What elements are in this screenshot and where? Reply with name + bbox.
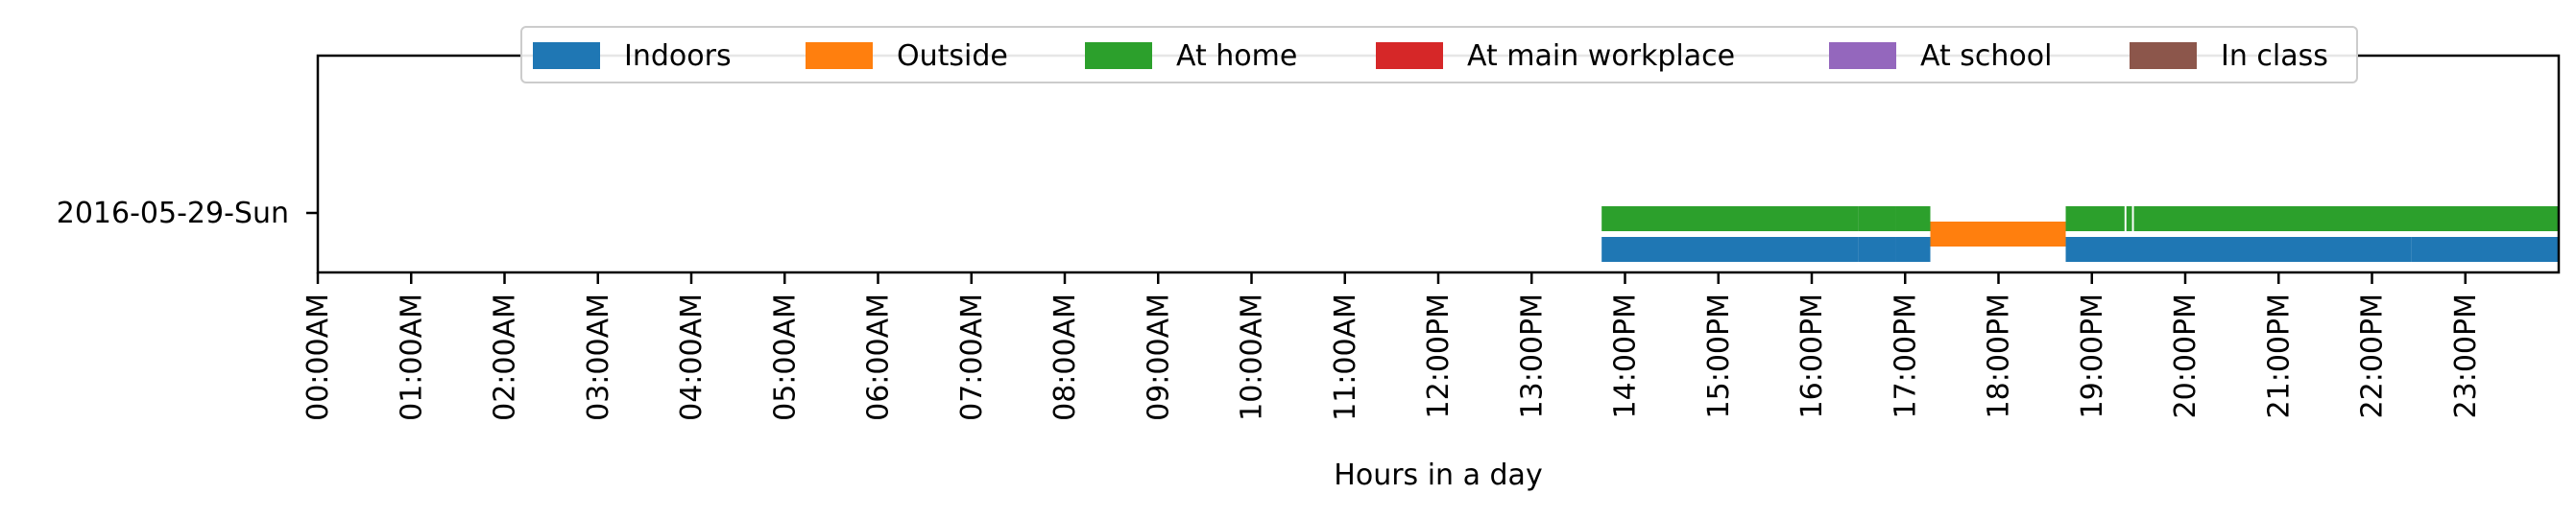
axes: 2016-05-29-Sun 00:00AM 01:00AM 02:00AM 03:00… (57, 54, 2561, 421)
x-tick-label: 18:00PM (1983, 294, 2016, 418)
x-tick-label: 21:00PM (2262, 294, 2296, 418)
legend-swatch-outside (806, 42, 873, 69)
x-tick-label: 01:00AM (395, 294, 428, 421)
legend-swatch-at-school (1829, 42, 1896, 69)
bar-outside-0 (1930, 222, 2066, 247)
legend-swatch-indoors (533, 42, 600, 69)
legend-label-indoors: Indoors (624, 39, 732, 73)
legend-label-at-home: At home (1176, 39, 1297, 73)
x-tick-label: 15:00PM (1702, 294, 1736, 418)
bar-indoors-0 (1601, 237, 1859, 262)
x-axis-title: Hours in a day (1334, 459, 1542, 492)
bar-at-home-4 (2126, 206, 2132, 231)
x-tick-label: 22:00PM (2356, 294, 2390, 418)
x-tick-label: 20:00PM (2169, 294, 2203, 418)
bar-at-home-1 (1858, 206, 1896, 231)
x-tick-label: 17:00PM (1889, 294, 1922, 418)
bar-indoors-1 (1858, 237, 1896, 262)
x-tick-label: 03:00AM (582, 294, 615, 421)
legend: Indoors Outside At home At main workplace At… (520, 26, 2358, 83)
legend-swatch-in-class (2130, 42, 2197, 69)
legend-label-in-class: In class (2221, 39, 2328, 73)
x-tick-label: 12:00PM (1422, 294, 1456, 418)
x-tick-label: 08:00AM (1048, 294, 1082, 421)
x-tick-label: 10:00AM (1236, 294, 1269, 421)
x-tick-label: 19:00PM (2076, 294, 2109, 418)
x-tick-label: 07:00AM (955, 294, 989, 421)
x-tick-label: 14:00PM (1609, 294, 1643, 418)
bar-at-home-5 (2133, 206, 2559, 231)
x-tick-label: 16:00PM (1795, 294, 1829, 418)
bar-at-home-3 (2065, 206, 2125, 231)
x-tick-label: 11:00AM (1329, 294, 1362, 421)
activity-bars (1601, 206, 2559, 262)
legend-label-at-main-workplace: At main workplace (1467, 39, 1735, 73)
legend-swatch-at-main-workplace (1376, 42, 1443, 69)
x-tick-label: 06:00AM (862, 294, 896, 421)
bar-at-home-2 (1895, 206, 1931, 231)
x-tick-label: 09:00AM (1142, 294, 1175, 421)
x-tick-label: 13:00PM (1515, 294, 1549, 418)
bar-indoors-2 (1895, 237, 1931, 262)
bar-indoors-3 (2065, 237, 2412, 262)
x-tick-label: 23:00PM (2449, 294, 2483, 418)
x-tick-label: 00:00AM (301, 294, 335, 421)
x-tick-label: 04:00AM (675, 294, 709, 421)
legend-swatch-at-home (1085, 42, 1152, 69)
x-tick-label: 02:00AM (489, 294, 522, 421)
bar-at-home-0 (1601, 206, 1859, 231)
y-tick-label: 2016-05-29-Sun (57, 197, 289, 230)
legend-label-outside: Outside (897, 39, 1008, 73)
x-tick-label: 05:00AM (768, 294, 802, 421)
legend-label-at-school: At school (1920, 39, 2052, 73)
bar-indoors-4 (2411, 237, 2559, 262)
